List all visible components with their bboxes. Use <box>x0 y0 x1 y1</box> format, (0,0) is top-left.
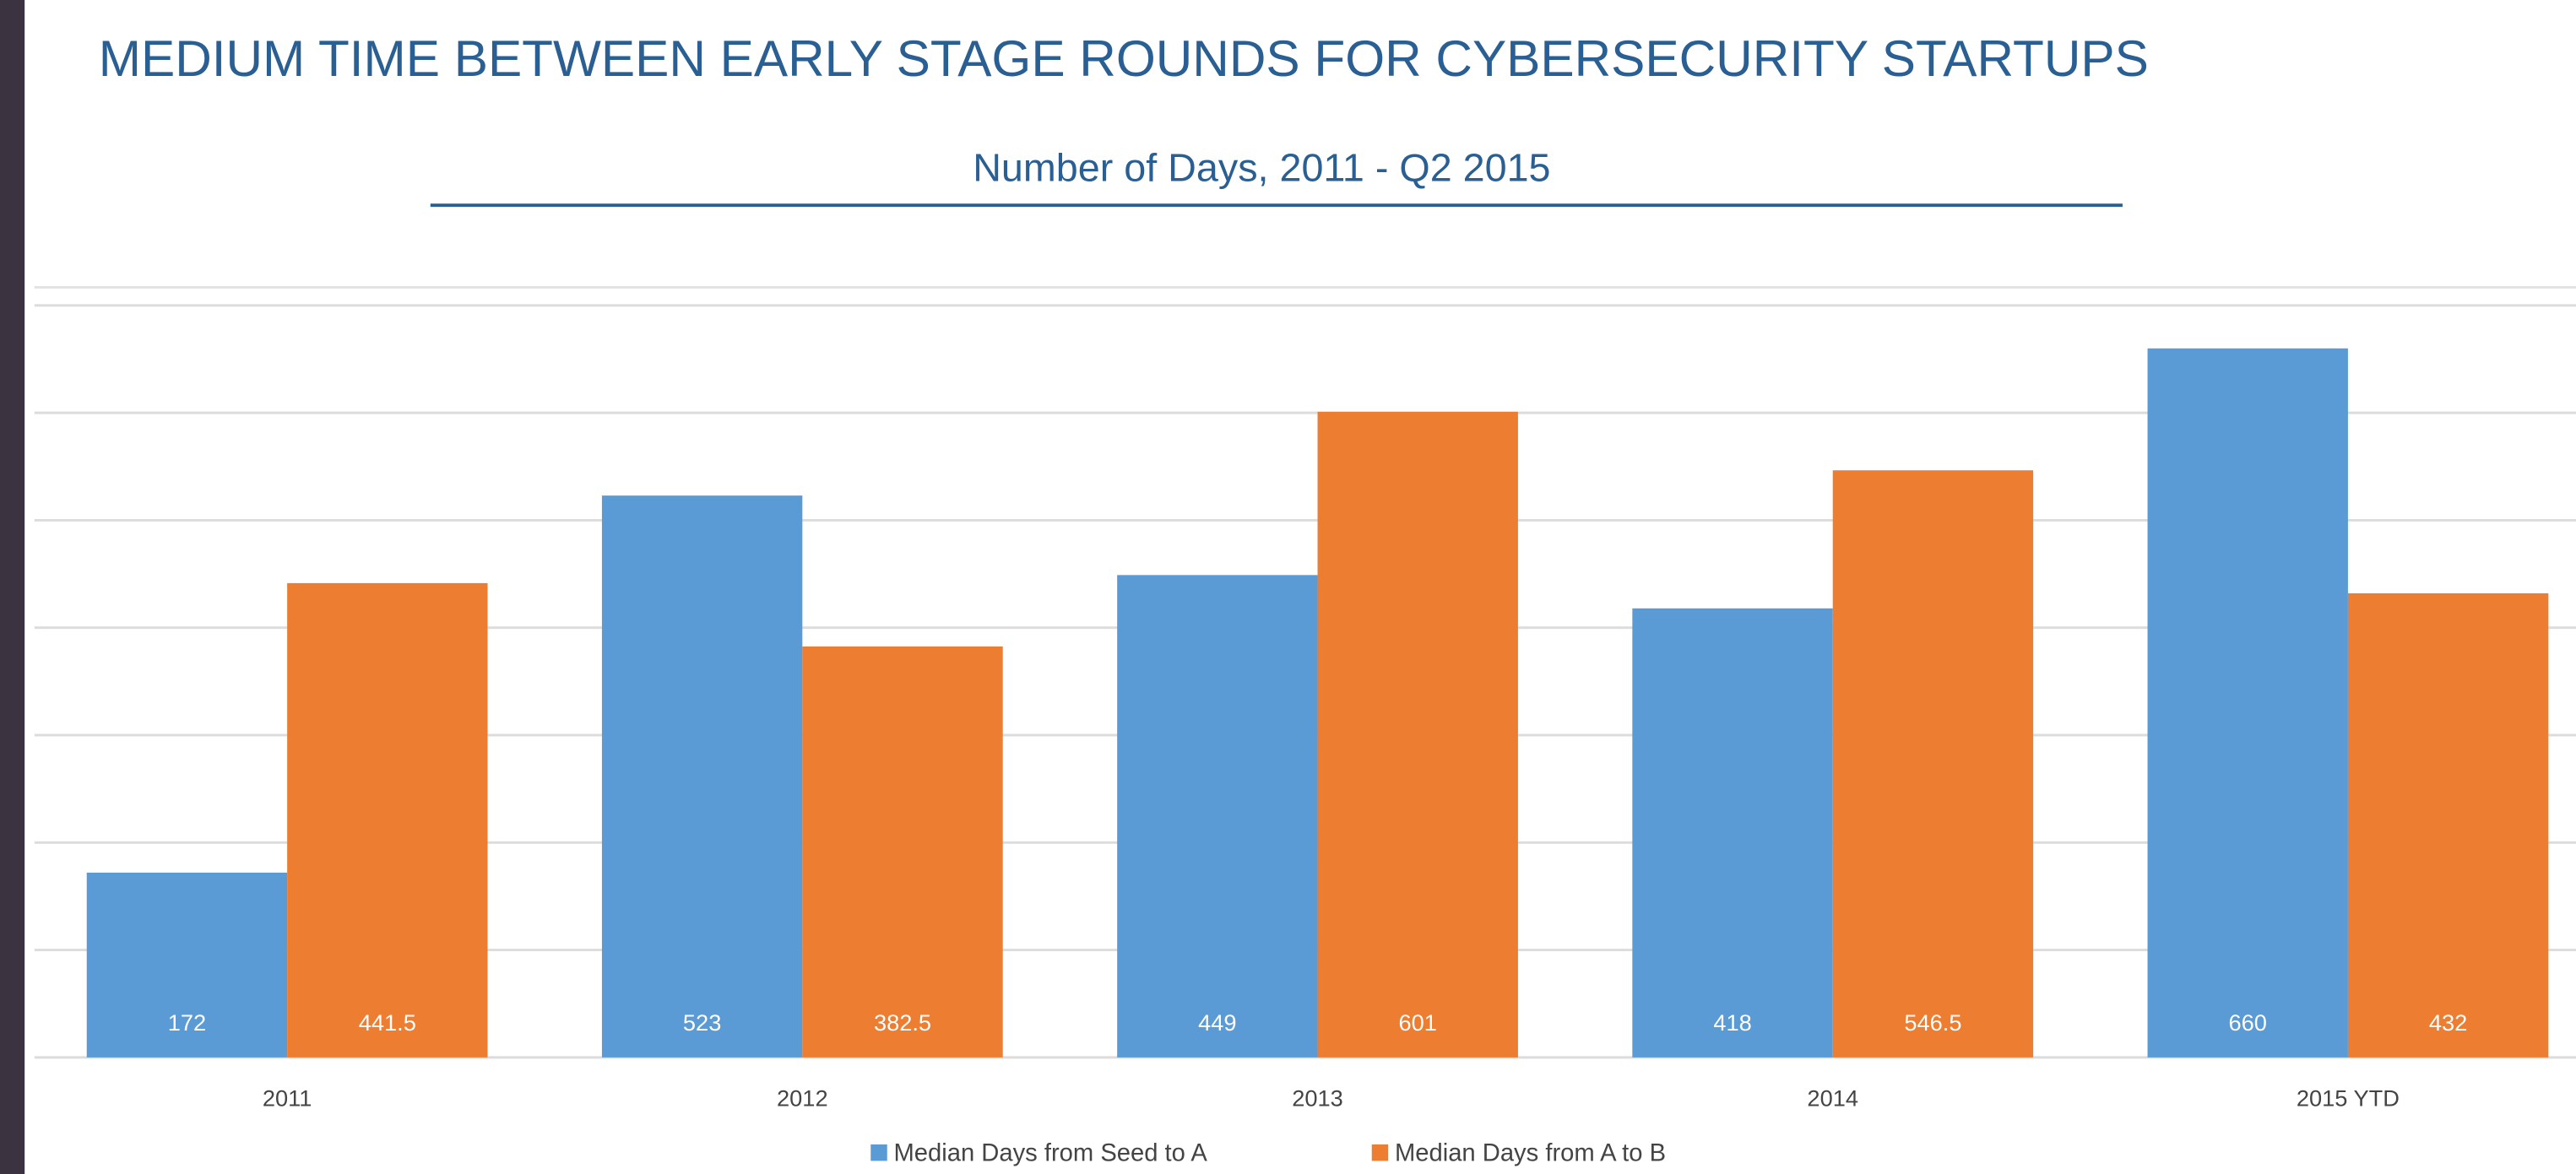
x-tick-label: 2015 YTD <box>2297 1085 2400 1112</box>
bar <box>1632 608 1833 1058</box>
bar <box>1117 575 1318 1058</box>
value-label: 546.5 <box>1904 1009 1961 1036</box>
x-tick-label: 2014 <box>1807 1085 1858 1112</box>
value-label: 523 <box>683 1009 721 1036</box>
chart-subtitle: Number of Days, 2011 - Q2 2015 <box>973 146 1550 190</box>
chart-title: MEDIUM TIME BETWEEN EARLY STAGE ROUNDS F… <box>99 30 2149 87</box>
bar <box>802 646 1003 1058</box>
value-label: 449 <box>1198 1009 1236 1036</box>
x-tick-label: 2012 <box>777 1085 828 1112</box>
value-label: 418 <box>1713 1009 1751 1036</box>
x-tick-label: 2011 <box>263 1085 312 1112</box>
value-label: 601 <box>1399 1009 1437 1036</box>
bar <box>1832 470 2034 1058</box>
value-label: 382.5 <box>874 1009 931 1036</box>
value-label: 172 <box>168 1009 206 1036</box>
legend-label: Median Days from Seed to A <box>894 1139 1208 1166</box>
bar <box>1317 411 1518 1058</box>
x-tick-label: 2013 <box>1292 1085 1343 1112</box>
legend-label: Median Days from A to B <box>1395 1139 1666 1166</box>
bar <box>287 582 488 1058</box>
legend-swatch <box>870 1144 887 1161</box>
value-label: 660 <box>2229 1009 2267 1036</box>
value-label: 432 <box>2429 1009 2467 1036</box>
bar <box>86 872 288 1058</box>
bar <box>601 495 803 1058</box>
value-label: 441.5 <box>359 1009 416 1036</box>
bar <box>2347 592 2549 1058</box>
bar <box>2147 348 2348 1058</box>
legend-swatch <box>1371 1144 1389 1161</box>
